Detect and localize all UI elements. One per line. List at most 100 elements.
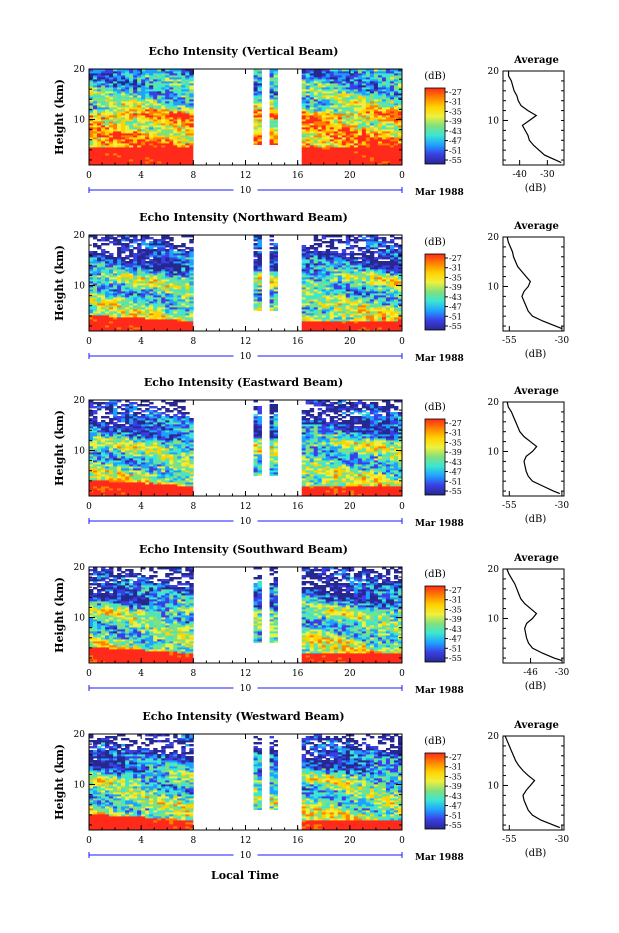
panel-1: Echo Intensity (Northward Beam) Height (k…	[53, 211, 569, 364]
heatmap-cells	[89, 69, 402, 165]
profile-title: Average	[513, 720, 559, 731]
profile-unit: (dB)	[525, 848, 547, 859]
date-month-label: Mar 1988	[415, 686, 464, 696]
colorbar-unit: (dB)	[424, 71, 446, 82]
panel-title: Echo Intensity (Northward Beam)	[139, 211, 348, 224]
colorbar-tick-label: -43	[449, 792, 462, 801]
profile-x-tick-label: -30	[555, 336, 570, 346]
x-tick-label: 0	[399, 337, 405, 347]
colorbar	[425, 586, 445, 662]
x-tick-label: 8	[190, 836, 196, 846]
colorbar-tick-label: -39	[449, 782, 462, 791]
x-tick-label: 0	[86, 171, 92, 181]
x-tick-label: 20	[344, 337, 356, 347]
profile-unit: (dB)	[525, 681, 547, 692]
y-tick-label: 20	[74, 231, 86, 241]
colorbar-tick-label: -35	[449, 273, 462, 282]
colorbar-tick-label: -51	[449, 811, 462, 820]
x-tick-label: 16	[292, 171, 304, 181]
profile-line	[505, 736, 560, 828]
panel-title: Echo Intensity (Eastward Beam)	[144, 376, 343, 389]
colorbar	[425, 254, 445, 330]
y-tick-label: 10	[74, 614, 86, 624]
colorbar-unit: (dB)	[424, 237, 446, 248]
colorbar-tick-label: -35	[449, 107, 462, 116]
colorbar-tick-label: -31	[449, 98, 462, 107]
x-tick-label: 8	[190, 171, 196, 181]
heatmap-cells	[89, 400, 402, 496]
date-day-label: 10	[240, 186, 252, 196]
profile-y-tick-label: 20	[488, 398, 500, 408]
x-tick-label: 0	[86, 669, 92, 679]
profile-y-tick-label: 20	[488, 233, 500, 243]
colorbar-tick-label: -35	[449, 772, 462, 781]
colorbar-tick-label: -55	[449, 156, 462, 165]
colorbar-tick-label: -35	[449, 438, 462, 447]
x-tick-label: 16	[292, 502, 304, 512]
x-tick-label: 4	[138, 171, 144, 181]
colorbar-tick-label: -35	[449, 605, 462, 614]
x-tick-label: 16	[292, 337, 304, 347]
date-month-label: Mar 1988	[415, 354, 464, 364]
x-tick-label: 8	[190, 337, 196, 347]
x-tick-label: 20	[344, 171, 356, 181]
x-axis-label: Local Time	[211, 869, 279, 882]
profile-y-tick-label: 10	[488, 116, 500, 126]
y-tick-label: 10	[74, 781, 86, 791]
colorbar-tick-label: -47	[449, 468, 462, 477]
colorbar-tick-label: -47	[449, 303, 462, 312]
x-tick-label: 0	[86, 337, 92, 347]
x-tick-label: 12	[240, 171, 251, 181]
x-tick-label: 20	[344, 836, 356, 846]
x-tick-label: 8	[190, 502, 196, 512]
y-axis-label: Height (km)	[53, 245, 66, 321]
x-tick-label: 0	[399, 836, 405, 846]
panel-title: Echo Intensity (Southward Beam)	[139, 543, 348, 556]
colorbar-tick-label: -43	[449, 293, 462, 302]
profile-x-tick-label: -40	[512, 170, 527, 180]
date-day-label: 10	[240, 517, 252, 527]
colorbar-tick-label: -43	[449, 127, 462, 136]
profile-title: Average	[513, 221, 559, 232]
panel-title: Echo Intensity (Vertical Beam)	[148, 45, 338, 58]
date-month-label: Mar 1988	[415, 853, 464, 863]
profile-unit: (dB)	[525, 349, 547, 360]
profile-y-tick-label: 10	[488, 614, 500, 624]
profile-x-tick-label: -46	[523, 668, 538, 678]
colorbar-tick-label: -27	[449, 254, 462, 263]
profile-line	[507, 569, 562, 661]
heatmap-cells	[89, 567, 402, 663]
colorbar-tick-label: -55	[449, 654, 462, 663]
profile-unit: (dB)	[525, 514, 547, 525]
colorbar	[425, 419, 445, 495]
panel-3: Echo Intensity (Southward Beam)Height (k…	[53, 543, 570, 696]
colorbar-tick-label: -27	[449, 753, 462, 762]
x-tick-label: 12	[240, 502, 251, 512]
colorbar-tick-label: -27	[449, 88, 462, 97]
date-day-label: 10	[240, 684, 252, 694]
colorbar-unit: (dB)	[424, 569, 446, 580]
profile-y-tick-label: 20	[488, 67, 500, 77]
colorbar-unit: (dB)	[424, 402, 446, 413]
y-axis-label: Height (km)	[53, 79, 66, 155]
colorbar-tick-label: -51	[449, 644, 462, 653]
x-tick-label: 20	[344, 669, 356, 679]
profile-x-tick-label: -55	[502, 835, 517, 845]
y-axis-label: Height (km)	[53, 744, 66, 820]
heatmap-cells	[89, 734, 402, 830]
profile-y-tick-label: 10	[488, 447, 500, 457]
colorbar-tick-label: -51	[449, 312, 462, 321]
profile-y-tick-label: 20	[488, 732, 500, 742]
colorbar-tick-label: -39	[449, 283, 462, 292]
y-axis-label: Height (km)	[53, 410, 66, 486]
x-tick-label: 8	[190, 669, 196, 679]
x-tick-label: 20	[344, 502, 356, 512]
colorbar-tick-label: -39	[449, 117, 462, 126]
y-tick-label: 20	[74, 563, 86, 573]
colorbar-tick-label: -55	[449, 821, 462, 830]
profile-line	[509, 71, 562, 163]
colorbar-tick-label: -47	[449, 802, 462, 811]
date-day-label: 10	[240, 352, 252, 362]
colorbar-tick-label: -31	[449, 264, 462, 273]
data-gap	[193, 810, 301, 830]
